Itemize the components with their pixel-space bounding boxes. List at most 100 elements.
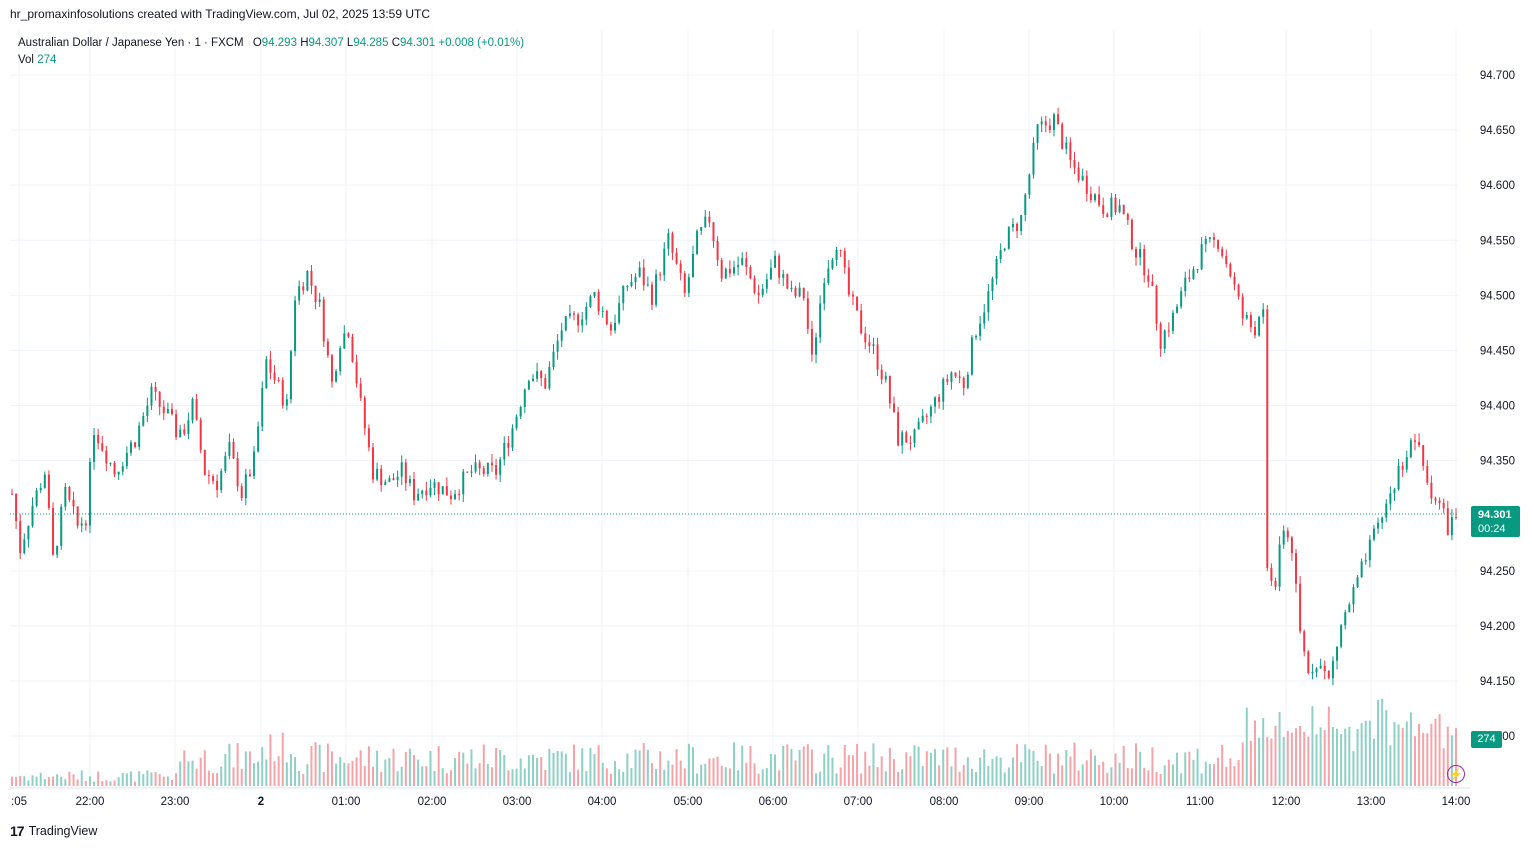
candle-body xyxy=(634,276,637,283)
volume-bar xyxy=(712,758,715,786)
price-tick-label: 94.250 xyxy=(1480,566,1515,578)
candle-body xyxy=(1081,175,1084,181)
volume-bar xyxy=(105,780,108,786)
volume-bar xyxy=(618,769,621,786)
candle-body xyxy=(277,380,280,382)
volume-bar xyxy=(228,743,231,786)
candle-body xyxy=(326,341,329,356)
candle-body xyxy=(605,310,608,325)
volume-bar xyxy=(925,751,928,786)
volume-bar xyxy=(273,761,276,786)
volume-bar xyxy=(696,773,699,786)
volume-bar xyxy=(269,734,272,786)
lightning-icon[interactable]: ⚡ xyxy=(1447,765,1465,783)
footer-brand[interactable]: 17 TradingView xyxy=(10,823,97,839)
candle-body xyxy=(1377,522,1380,529)
volume-bar xyxy=(864,751,867,786)
volume-bar xyxy=(839,767,842,786)
candle-body xyxy=(1196,269,1199,271)
candle-body xyxy=(396,476,399,481)
volume-bar xyxy=(999,757,1002,786)
candle-body xyxy=(421,490,424,495)
candle-body xyxy=(1094,194,1096,201)
candle-body xyxy=(1237,284,1240,297)
candle-body xyxy=(380,468,383,486)
candle-body xyxy=(64,486,67,507)
candle-body xyxy=(810,328,813,355)
volume-bar xyxy=(975,772,978,786)
volume-bar xyxy=(322,771,325,786)
volume-bar xyxy=(437,746,440,786)
candle-body xyxy=(1422,445,1425,466)
candle-body xyxy=(236,458,239,487)
volume-bar xyxy=(815,773,818,786)
time-tick-label: 03:00 xyxy=(503,796,532,808)
symbol-title[interactable]: Australian Dollar / Japanese Yen · 1 · F… xyxy=(18,37,244,49)
volume-bar xyxy=(1139,751,1142,786)
volume-bar xyxy=(441,768,444,786)
volume-label[interactable]: Vol xyxy=(18,54,34,66)
volume-bar xyxy=(1405,721,1408,786)
candle-body xyxy=(1278,544,1281,587)
candle-body xyxy=(659,274,662,276)
volume-bar xyxy=(671,764,674,786)
candle-body xyxy=(1225,256,1228,264)
candle-body xyxy=(1319,665,1322,669)
change-value: +0.008 (+0.01%) xyxy=(438,37,525,49)
candle-body xyxy=(220,470,223,491)
time-tick-label: 07:00 xyxy=(844,796,873,808)
candle-body xyxy=(712,222,715,241)
candle-body xyxy=(1245,315,1248,319)
volume-bar xyxy=(774,754,777,786)
volume-bar xyxy=(203,750,206,786)
volume-bar xyxy=(39,772,42,786)
candle-body xyxy=(691,254,694,278)
volume-bar xyxy=(605,768,608,786)
candle-body xyxy=(975,335,978,338)
candle-body xyxy=(1126,213,1129,220)
candle-body xyxy=(76,506,79,526)
candle-body xyxy=(1446,508,1449,536)
close-label: C xyxy=(391,37,400,49)
volume-bar xyxy=(121,772,124,786)
candle-body xyxy=(1073,160,1076,168)
volume-bar xyxy=(302,773,305,786)
candle-body xyxy=(884,375,887,380)
volume-bar xyxy=(909,756,912,786)
volume-bar xyxy=(1167,759,1170,786)
candle-body xyxy=(958,376,961,378)
candle-body xyxy=(121,466,124,472)
volume-bar xyxy=(765,768,768,786)
candle-body xyxy=(769,267,772,280)
volume-bar xyxy=(1126,768,1129,786)
volume-bar xyxy=(995,756,998,786)
last-price-value: 94.301 xyxy=(1478,509,1512,521)
volume-bar xyxy=(109,781,112,786)
volume-bar xyxy=(1413,736,1416,786)
volume-bar xyxy=(1266,736,1269,786)
candle-body xyxy=(359,383,362,398)
volume-bar xyxy=(470,749,473,786)
volume-bar xyxy=(1114,753,1117,786)
candle-body xyxy=(314,285,317,302)
candle-body xyxy=(1188,277,1191,279)
volume-bar xyxy=(979,757,982,786)
candle-body xyxy=(1270,567,1273,581)
volume-bar xyxy=(1057,753,1060,786)
candle-body xyxy=(1409,440,1412,458)
candle-body xyxy=(1311,671,1314,674)
candle-body xyxy=(269,359,272,373)
candle-body xyxy=(339,348,342,372)
candle-body xyxy=(823,283,826,304)
volume-bar xyxy=(1327,706,1330,786)
volume-bar xyxy=(179,761,182,786)
volume-bar xyxy=(1225,766,1228,786)
candle-body xyxy=(1048,125,1051,131)
volume-bar xyxy=(1315,734,1318,786)
volume-bar xyxy=(1163,765,1166,786)
volume-bar xyxy=(146,770,149,786)
volume-bar xyxy=(1143,767,1146,786)
price-tick-label: 94.600 xyxy=(1480,180,1515,192)
candle-body xyxy=(749,267,752,279)
